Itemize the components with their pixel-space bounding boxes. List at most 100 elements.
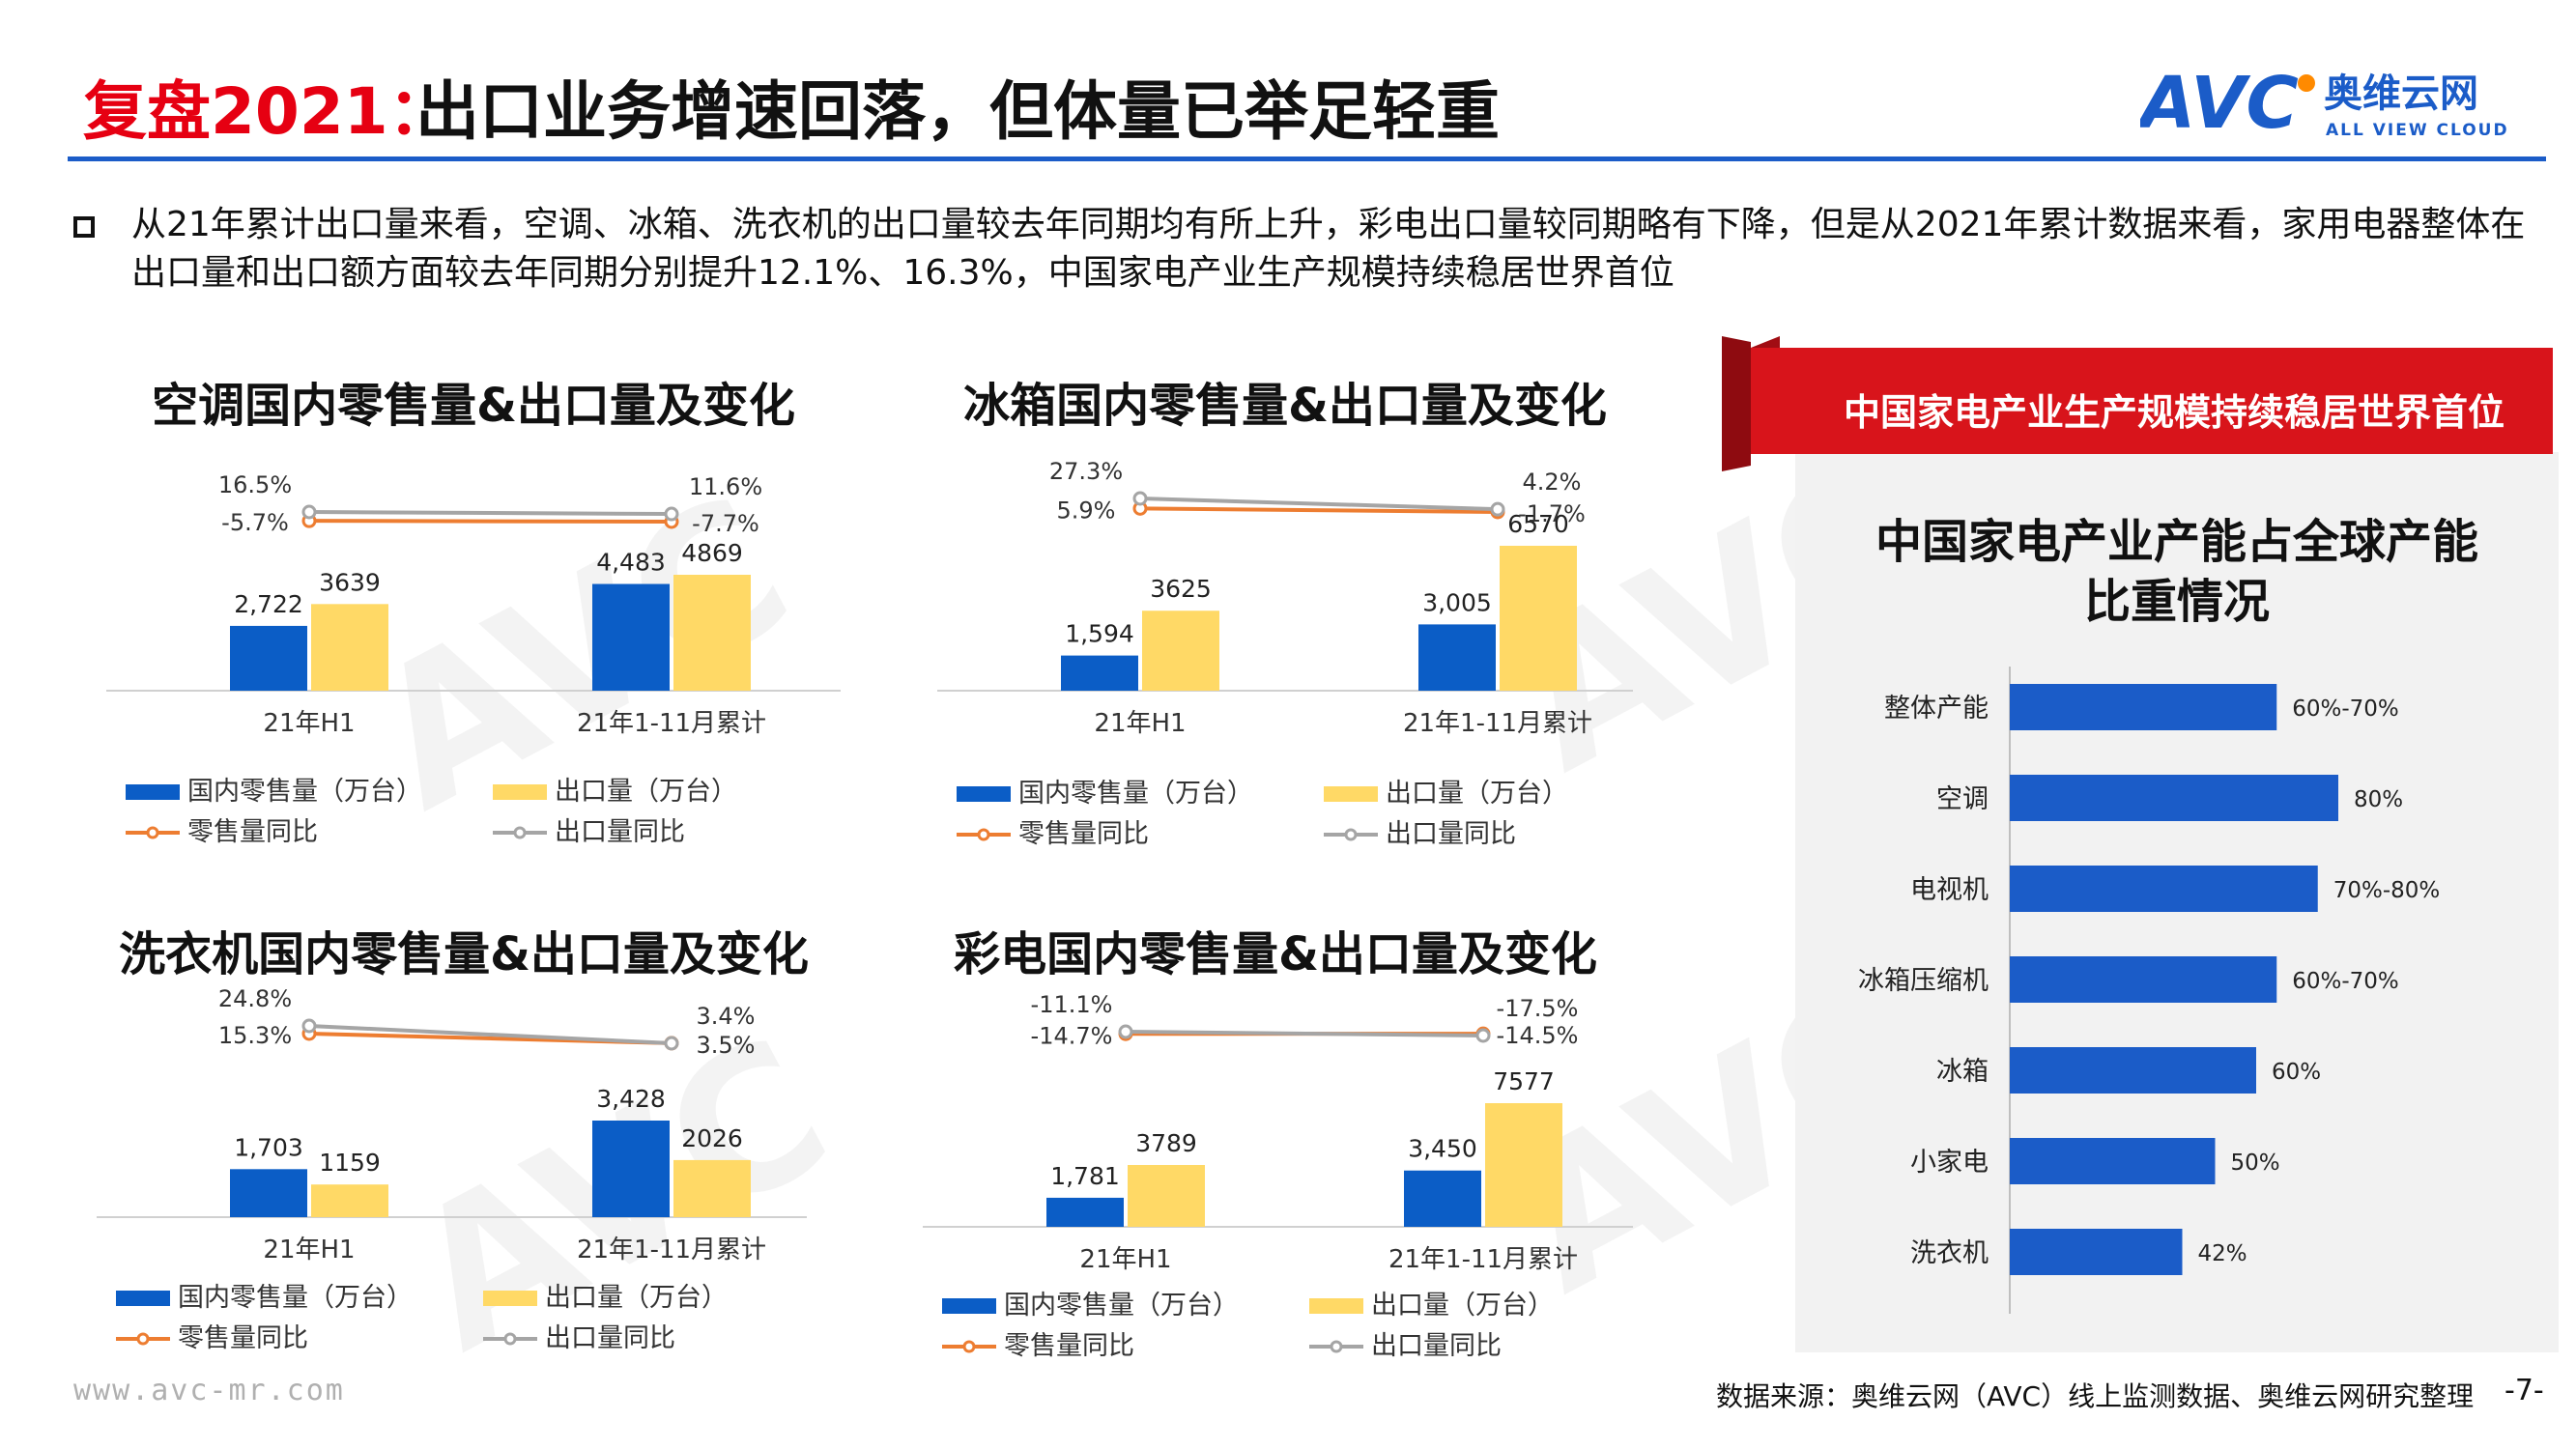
- x-tick-label: 21年H1: [263, 709, 355, 738]
- yoy-point: [1475, 1028, 1491, 1043]
- yoy-value-label: -11.1%: [1031, 991, 1113, 1018]
- capacity-value-label: 42%: [2198, 1241, 2247, 1266]
- capacity-bar: [2010, 1229, 2183, 1275]
- yoy-value-label: 27.3%: [1049, 458, 1123, 485]
- x-tick-label: 21年H1: [1079, 1245, 1171, 1274]
- chart-title-tv: 彩电国内零售量&出口量及变化: [954, 927, 1597, 981]
- bar-domestic: [1404, 1170, 1481, 1227]
- yoy-point: [1118, 1024, 1133, 1039]
- capacity-bar-chart: 整体产能 60%-70% 空调 80% 电视机 70%-80% 冰箱压缩机 60%-70% 冰箱…: [1858, 667, 2440, 1314]
- yoy-value-label: 3.5%: [697, 1032, 756, 1059]
- yoy-value-label: 11.6%: [689, 473, 762, 500]
- yoy-value-label: -7.7%: [692, 510, 759, 537]
- legend-marker: [1344, 828, 1358, 841]
- bar-value-label: 3625: [1150, 575, 1212, 603]
- legend-swatch: [483, 1291, 537, 1306]
- summary-text: 从21年累计出口量来看，空调、冰箱、洗衣机的出口量较去年同期均有所上升，彩电出口…: [131, 205, 2526, 293]
- highlight-banner: [1722, 336, 2553, 471]
- category-label: 冰箱: [1936, 1057, 1989, 1087]
- bar-domestic: [1418, 624, 1496, 691]
- footer-url: www.avc-mr.com: [73, 1374, 345, 1407]
- capacity-value-label: 60%: [2272, 1060, 2321, 1085]
- legend-label: 出口量（万台）: [545, 1283, 728, 1313]
- legend-marker: [977, 828, 990, 841]
- legend-swatch: [957, 786, 1011, 802]
- bar-value-label: 1159: [319, 1149, 381, 1177]
- legend-swatch: [126, 784, 180, 800]
- legend-marker: [136, 1332, 150, 1346]
- export-yoy-line: [1125, 1030, 1484, 1037]
- bar-domestic: [230, 625, 307, 691]
- yoy-value-label: -14.7%: [1031, 1022, 1113, 1049]
- legend-label: 出口量（万台）: [1386, 779, 1568, 809]
- chart-title-ac: 空调国内零售量&出口量及变化: [152, 379, 795, 433]
- legend-label: 零售量同比: [187, 817, 318, 847]
- legend-label: 零售量同比: [1018, 819, 1149, 849]
- bar-domestic: [1061, 655, 1138, 691]
- bar-value-label: 3639: [319, 568, 381, 596]
- export-yoy-line: [1139, 497, 1499, 512]
- bar-domestic: [592, 1121, 670, 1217]
- x-tick-label: 21年H1: [263, 1236, 355, 1264]
- legend-swatch: [116, 1291, 170, 1306]
- bar-value-label: 2026: [681, 1124, 743, 1152]
- capacity-value-label: 60%-70%: [2292, 696, 2399, 722]
- legend-marker: [503, 1332, 517, 1346]
- logo-en-text: ALL VIEW CLOUD: [2326, 121, 2509, 140]
- x-tick-label: 21年1-11月累计: [1403, 709, 1592, 738]
- bar-export: [1128, 1164, 1205, 1227]
- yoy-value-label: 4.2%: [1523, 469, 1582, 496]
- legend-swatch: [493, 784, 547, 800]
- category-label: 洗衣机: [1910, 1238, 1989, 1268]
- category-label: 空调: [1936, 784, 1989, 814]
- legend-label: 国内零售量（万台）: [178, 1283, 413, 1313]
- legend-marker: [146, 826, 159, 839]
- bar-value-label: 3,005: [1422, 588, 1492, 616]
- bar-value-label: 4869: [681, 539, 743, 567]
- capacity-bar: [2010, 775, 2338, 821]
- yoy-value-label: 16.5%: [218, 471, 292, 498]
- bar-export: [673, 1159, 751, 1217]
- yoy-point: [664, 1036, 679, 1051]
- data-source: 数据来源：奥维云网（AVC）线上监测数据、奥维云网研究整理: [1716, 1380, 2475, 1412]
- bar-value-label: 1,594: [1065, 620, 1134, 648]
- logo-cn-text: 奥维云网: [2324, 71, 2478, 116]
- legend-label: 出口量（万台）: [1371, 1291, 1554, 1321]
- legend-label: 国内零售量（万台）: [187, 777, 422, 807]
- bar-value-label: 3,450: [1408, 1135, 1477, 1163]
- legend-swatch: [942, 1298, 996, 1314]
- retail-yoy-line: [308, 519, 673, 524]
- yoy-point: [1490, 501, 1505, 517]
- chart-title-washer: 洗衣机国内零售量&出口量及变化: [119, 927, 809, 981]
- chart-tv: 1,781 3789 21年H1 3,450 7577 21年1-11月累计 -14.7% -…: [923, 991, 1633, 1361]
- capacity-bar: [2010, 1138, 2216, 1184]
- category-label: 整体产能: [1884, 694, 1989, 724]
- yoy-value-label: 15.3%: [218, 1022, 292, 1049]
- legend-label: 出口量同比: [1386, 819, 1516, 849]
- legend-swatch: [1324, 786, 1378, 802]
- capacity-value-label: 60%-70%: [2292, 969, 2399, 994]
- legend-label: 出口量（万台）: [555, 777, 737, 807]
- logo-brand-text: AVC: [2140, 62, 2299, 145]
- yoy-value-label: -14.5%: [1497, 1022, 1579, 1049]
- bar-export: [1142, 611, 1219, 691]
- capacity-bar: [2010, 956, 2277, 1003]
- bar-value-label: 7577: [1493, 1067, 1555, 1095]
- bar-export: [1500, 546, 1577, 691]
- capacity-bar: [2010, 866, 2318, 912]
- bar-domestic: [230, 1169, 307, 1217]
- bar-value-label: 1,703: [234, 1133, 303, 1161]
- legend-label: 国内零售量（万台）: [1018, 779, 1253, 809]
- legend-label: 出口量同比: [1371, 1331, 1502, 1361]
- category-label: 冰箱压缩机: [1858, 966, 1989, 996]
- bar-export: [311, 604, 388, 691]
- capacity-bar: [2010, 684, 2277, 730]
- bar-export: [673, 575, 751, 691]
- banner-text: 中国家电产业生产规模持续稳居世界首位: [1843, 391, 2504, 434]
- bar-export: [311, 1184, 388, 1217]
- capacity-value-label: 80%: [2354, 787, 2403, 812]
- capacity-bar: [2010, 1047, 2256, 1094]
- title-divider: [68, 156, 2546, 161]
- logo-dot-icon: [2298, 74, 2315, 92]
- yoy-value-label: -5.7%: [221, 509, 289, 536]
